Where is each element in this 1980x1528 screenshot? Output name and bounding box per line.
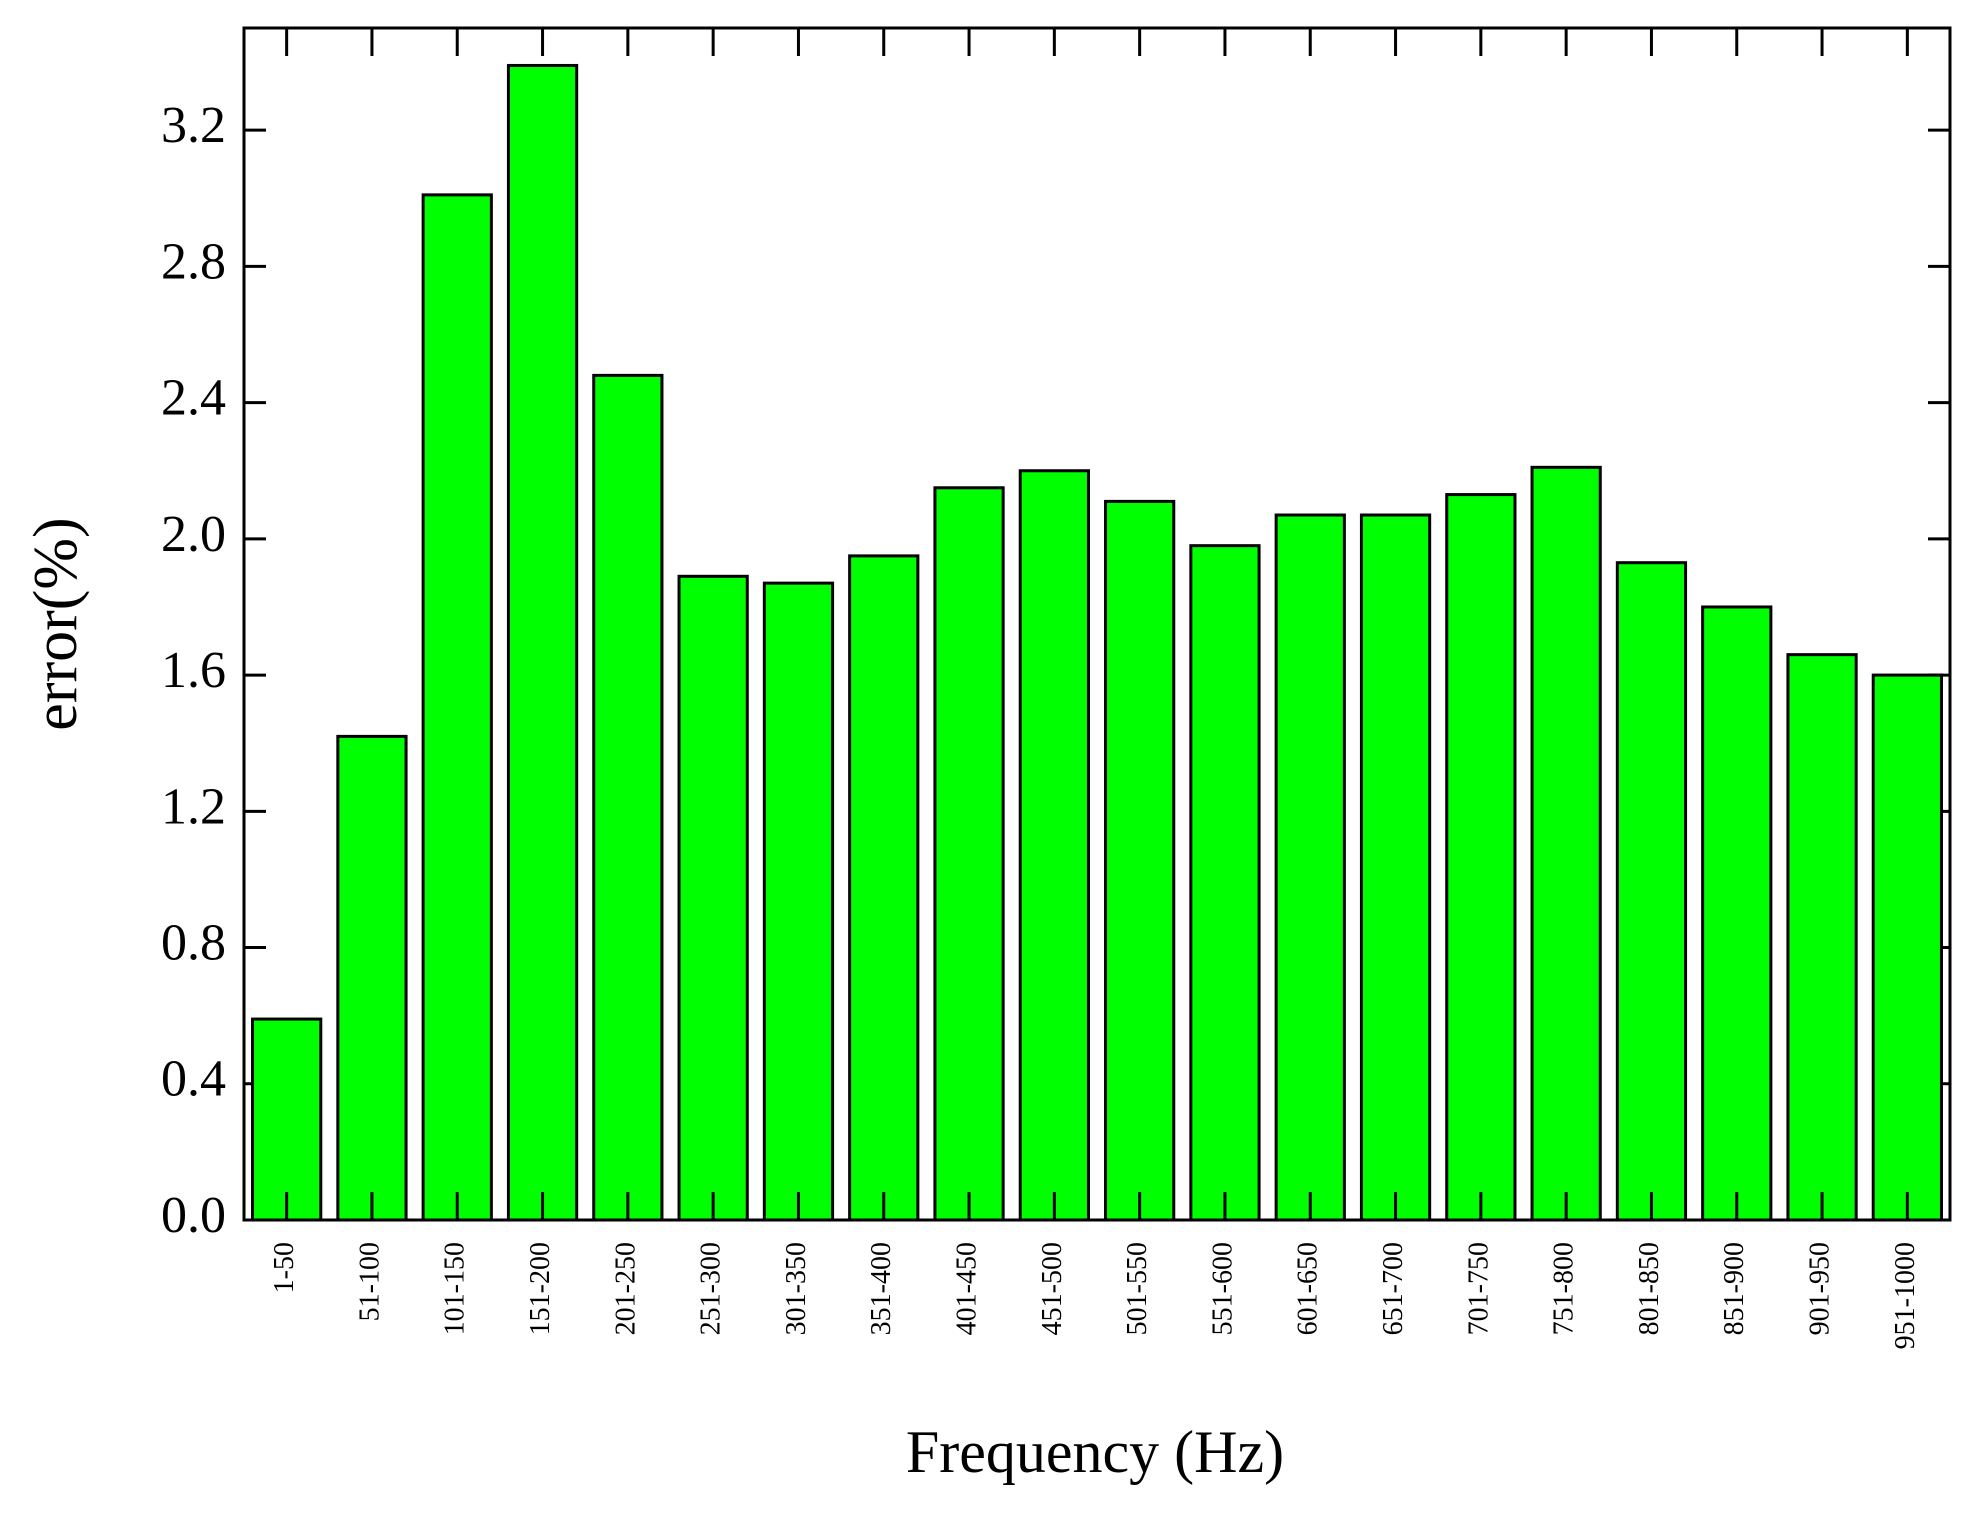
x-tick-label: 851-900: [1719, 1242, 1750, 1335]
y-tick-label: 1.2: [161, 778, 226, 835]
bar: [1871, 673, 1943, 1222]
x-tick-label: 451-500: [1037, 1242, 1068, 1335]
y-tick-label: 0.0: [161, 1187, 226, 1244]
bar: [762, 581, 835, 1222]
bar: [1359, 513, 1432, 1222]
x-tick-label: 301-350: [781, 1242, 812, 1335]
y-tick-label: 0.4: [161, 1051, 226, 1108]
x-tick-label: 201-250: [610, 1242, 641, 1335]
bar: [421, 193, 493, 1222]
y-tick-label: 0.8: [161, 914, 226, 971]
x-tick-label: 951-1000: [1890, 1242, 1921, 1349]
x-tick-label: 601-650: [1293, 1242, 1324, 1335]
x-tick-label: 651-700: [1378, 1242, 1409, 1335]
y-tick-label: 2.0: [161, 506, 226, 563]
y-tick-label: 2.8: [161, 233, 226, 290]
bar: [933, 486, 1005, 1222]
plot-frame: [242, 26, 1952, 1222]
y-tick-label: 1.6: [161, 642, 226, 699]
x-tick-label: 401-450: [951, 1242, 982, 1335]
bar: [1701, 605, 1773, 1222]
bar: [677, 574, 749, 1222]
x-tick-label: 351-400: [866, 1242, 897, 1335]
y-tick-label: 2.4: [161, 370, 226, 427]
bar: [1018, 469, 1090, 1222]
bar: [1615, 561, 1688, 1222]
bar: [848, 554, 920, 1222]
x-axis-label: Frequency (Hz): [906, 1419, 1284, 1485]
bar: [592, 373, 664, 1222]
bar: [336, 734, 408, 1222]
bar: [1786, 653, 1858, 1222]
x-tick-label: 51-100: [354, 1242, 385, 1321]
x-tick-label: 751-800: [1549, 1242, 1580, 1335]
bar: [506, 63, 579, 1222]
bar: [1189, 544, 1261, 1222]
y-axis-label: error(%): [22, 517, 90, 730]
bar: [1104, 499, 1176, 1222]
x-tick-label: 501-550: [1122, 1242, 1153, 1335]
x-tick-label: 551-600: [1207, 1242, 1238, 1335]
x-tick-label: 251-300: [696, 1242, 727, 1335]
x-tick-label: 901-950: [1804, 1242, 1835, 1335]
x-tick-label: 801-850: [1634, 1242, 1665, 1335]
x-tick-label: 1-50: [269, 1242, 300, 1293]
x-tick-label: 701-750: [1463, 1242, 1494, 1335]
bar: [1445, 493, 1517, 1222]
bar: [251, 1017, 323, 1222]
x-tick-label: 101-150: [440, 1242, 471, 1335]
y-tick-label: 3.2: [161, 97, 226, 154]
bar: [1530, 465, 1602, 1222]
bar: [1274, 513, 1346, 1222]
x-tick-label: 151-200: [525, 1242, 556, 1335]
